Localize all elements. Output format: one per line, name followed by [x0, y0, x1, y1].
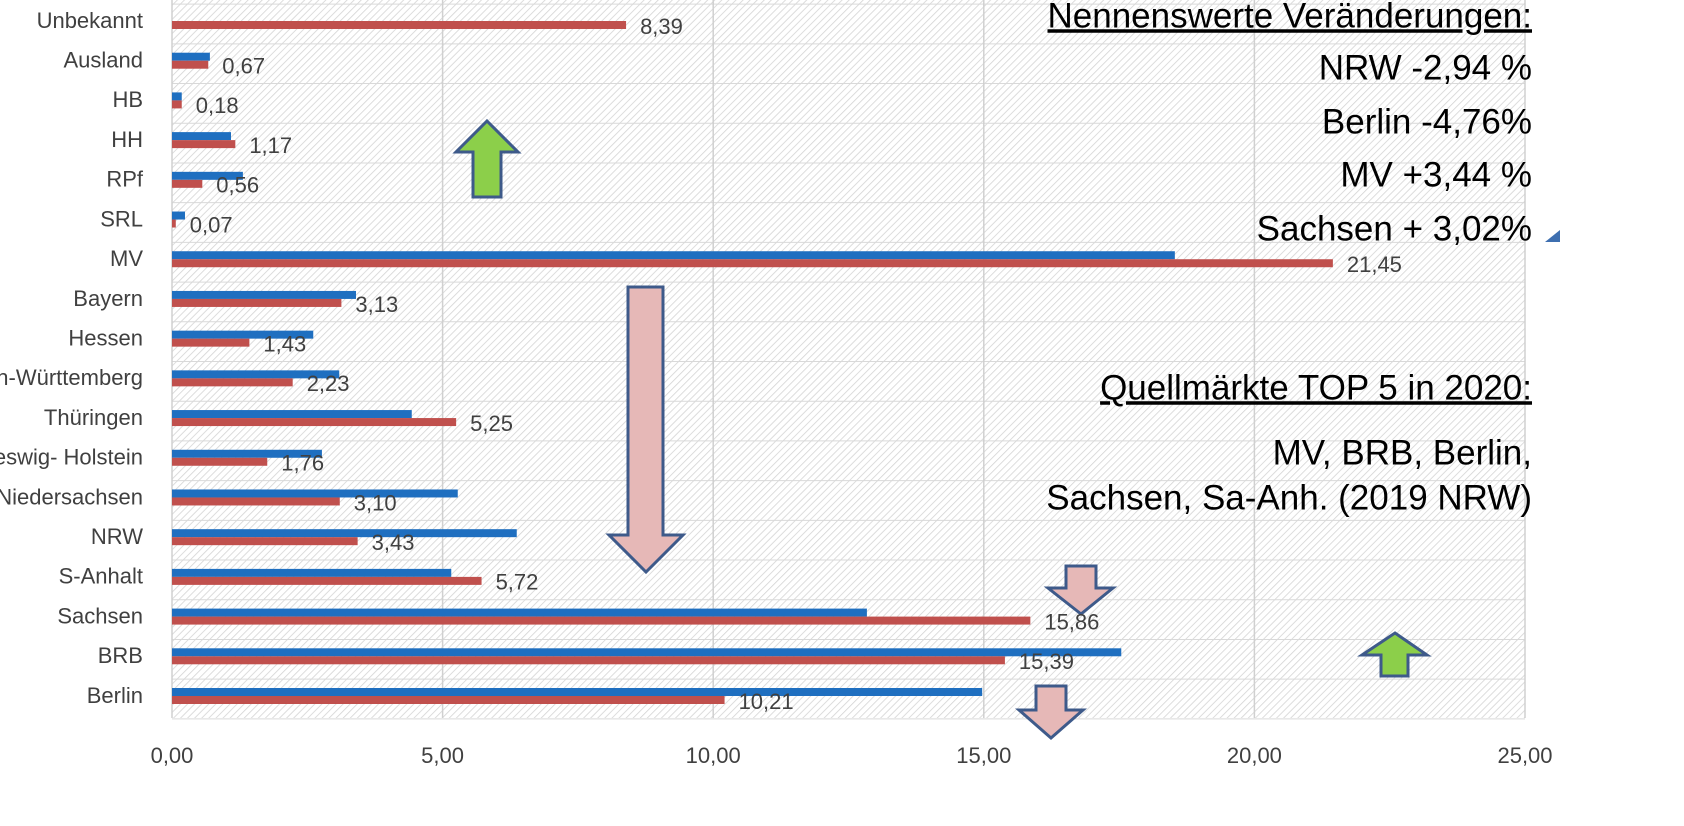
bar — [172, 171, 243, 180]
annotation: NRW -2,94 % — [1319, 48, 1532, 87]
data-label: 0,07 — [190, 212, 233, 237]
y-tick-label: HH — [111, 127, 143, 152]
arrow-down — [1043, 564, 1118, 616]
bar — [172, 489, 458, 498]
x-tick-label: 5,00 — [421, 743, 464, 768]
data-label: 3,13 — [355, 292, 398, 317]
arrow-down — [605, 285, 687, 575]
y-tick-label: BRB — [98, 643, 143, 668]
bar — [172, 100, 182, 109]
y-tick-label: Hessen — [68, 325, 143, 350]
data-label: 2,23 — [307, 371, 350, 396]
bar — [172, 457, 268, 466]
y-tick-label: MV — [110, 246, 143, 271]
bar — [172, 378, 293, 387]
data-label: 5,25 — [470, 411, 513, 436]
bar — [172, 179, 203, 188]
data-label: 0,18 — [196, 93, 239, 118]
data-label: 3,10 — [354, 490, 397, 515]
bar — [172, 338, 250, 347]
annotation: Sachsen, Sa-Anh. (2019 NRW) — [1046, 478, 1532, 517]
annotation: Quellmärkte TOP 5 in 2020: — [1100, 368, 1532, 407]
data-label: 8,39 — [640, 14, 683, 39]
arrow-up — [452, 118, 522, 199]
bar — [172, 616, 1031, 625]
data-label: 15,86 — [1044, 609, 1099, 634]
y-tick-label: Sachsen — [57, 603, 143, 628]
x-tick-label: 0,00 — [151, 743, 194, 768]
y-tick-label: Unbekannt — [37, 8, 143, 33]
bar — [172, 132, 231, 141]
bar — [172, 219, 176, 228]
plot-area — [172, 0, 1525, 718]
arrow-down — [1015, 684, 1087, 740]
bar — [172, 418, 457, 427]
y-tick-label: Thüringen — [44, 405, 143, 430]
bar — [172, 656, 1005, 665]
bar — [172, 410, 412, 419]
x-tick-label: 20,00 — [1227, 743, 1282, 768]
y-tick-label: Berlin — [87, 683, 143, 708]
x-tick-label: 25,00 — [1497, 743, 1552, 768]
bar — [172, 576, 482, 585]
annotation: Nennenswerte Veränderungen: — [1047, 0, 1532, 35]
y-tick-label: Bayern — [73, 286, 143, 311]
bar — [172, 370, 340, 379]
data-label: 1,17 — [249, 133, 292, 158]
bar — [172, 648, 1122, 657]
y-tick-label: SRL — [100, 206, 143, 231]
bar — [172, 60, 209, 69]
data-label: 21,45 — [1347, 252, 1402, 277]
y-tick-label: HB — [112, 87, 143, 112]
arrow-fragment — [1545, 230, 1560, 242]
bar — [172, 290, 357, 299]
bar — [172, 537, 358, 546]
data-label: 3,43 — [372, 530, 415, 555]
y-tick-label: Ausland — [63, 48, 143, 73]
data-label: 1,43 — [263, 331, 306, 356]
data-label: 5,72 — [496, 570, 539, 595]
y-tick-label: Baden-Württemberg — [0, 365, 143, 390]
y-tick-label: RPf — [106, 167, 144, 192]
bar — [172, 211, 185, 220]
bar — [172, 92, 182, 101]
arrow-up — [1357, 631, 1432, 678]
y-tick-label: S-Anhalt — [59, 564, 143, 589]
annotation: MV, BRB, Berlin, — [1273, 433, 1532, 472]
x-tick-label: 10,00 — [686, 743, 741, 768]
bar — [172, 568, 452, 577]
bar — [172, 449, 322, 458]
bar — [172, 140, 236, 149]
y-tick-label: NRW — [91, 524, 143, 549]
data-label: 15,39 — [1019, 649, 1074, 674]
bar — [172, 298, 342, 307]
annotation: Sachsen + 3,02% — [1257, 209, 1532, 248]
bar — [172, 21, 627, 29]
bar — [172, 52, 210, 61]
y-tick-label: Niedersachsen — [0, 484, 143, 509]
annotation: MV +3,44 % — [1340, 155, 1532, 194]
bar — [172, 608, 867, 617]
bar — [172, 259, 1333, 268]
data-label: 1,76 — [281, 451, 324, 476]
bar — [172, 251, 1175, 260]
annotation: Berlin -4,76% — [1322, 102, 1532, 141]
x-tick-label: 15,00 — [956, 743, 1011, 768]
bar — [172, 688, 983, 696]
y-tick-label: Schleswig- Holstein — [0, 445, 143, 470]
data-label: 0,56 — [216, 173, 259, 198]
bar — [172, 696, 725, 704]
bar — [172, 330, 314, 339]
data-label: 0,67 — [222, 54, 265, 79]
bar — [172, 529, 517, 538]
bar — [172, 497, 340, 506]
data-label: 10,21 — [739, 689, 794, 714]
